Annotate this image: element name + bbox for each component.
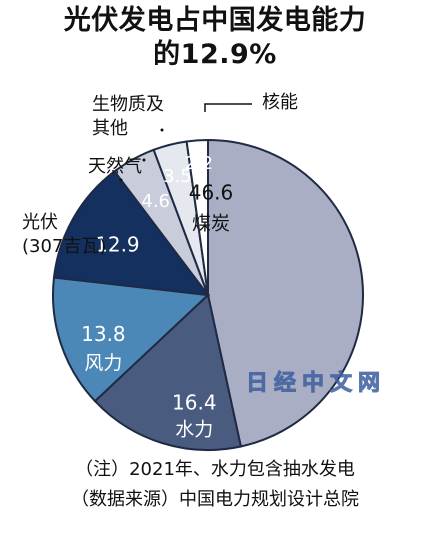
title-line-1: 光伏发电占中国发电能力 [63,5,367,36]
value-label-6: 3.5 [163,166,192,187]
pie-labels: 46.6 煤炭 16.4 水力 13.8 风力 12.9 光伏 (307吉瓦) 4.6 天然气 3.5… [22,92,298,441]
value-label-7: 2.2 [184,153,213,174]
category-label-5: 天然气 [88,156,142,177]
category-label-2: 水力 [175,419,213,441]
pie-slices [52,138,364,451]
chart-title: 光伏发电占中国发电能力 的12.9% [0,4,430,72]
leader-dot-3 [160,128,164,132]
slice-7 [185,138,209,296]
category-label-1: 煤炭 [192,213,230,235]
value-label-5: 4.6 [141,191,170,212]
category-label-3: 风力 [84,352,122,374]
slice-4 [52,169,211,297]
watermark-text: 日经中文网 [246,370,386,396]
value-label-1: 46.6 [189,181,234,205]
value-label-3: 13.8 [81,322,126,346]
category-label-7: 核能 [262,92,298,113]
value-label-2: 16.4 [172,391,217,415]
leader-dot-2 [142,158,146,162]
slice-3 [52,276,211,403]
category-label-6: 生物质及 [92,94,164,115]
leader-dot-1 [119,178,123,182]
category-label-6-line2: 其他 [92,118,128,139]
nuclear-leader-line [204,103,252,112]
slice-2 [93,293,243,451]
footnote: （注）2021年、水力包含抽水发电 [75,459,355,480]
value-label-4: 12.9 [95,232,140,256]
category-label-4: 光伏 [22,212,58,233]
category-label-4-line2: (307吉瓦) [22,236,106,257]
slice-1 [207,138,364,448]
title-line-2: 的12.9% [153,39,277,70]
data-source: （数据来源）中国电力规划设计总院 [71,489,359,510]
